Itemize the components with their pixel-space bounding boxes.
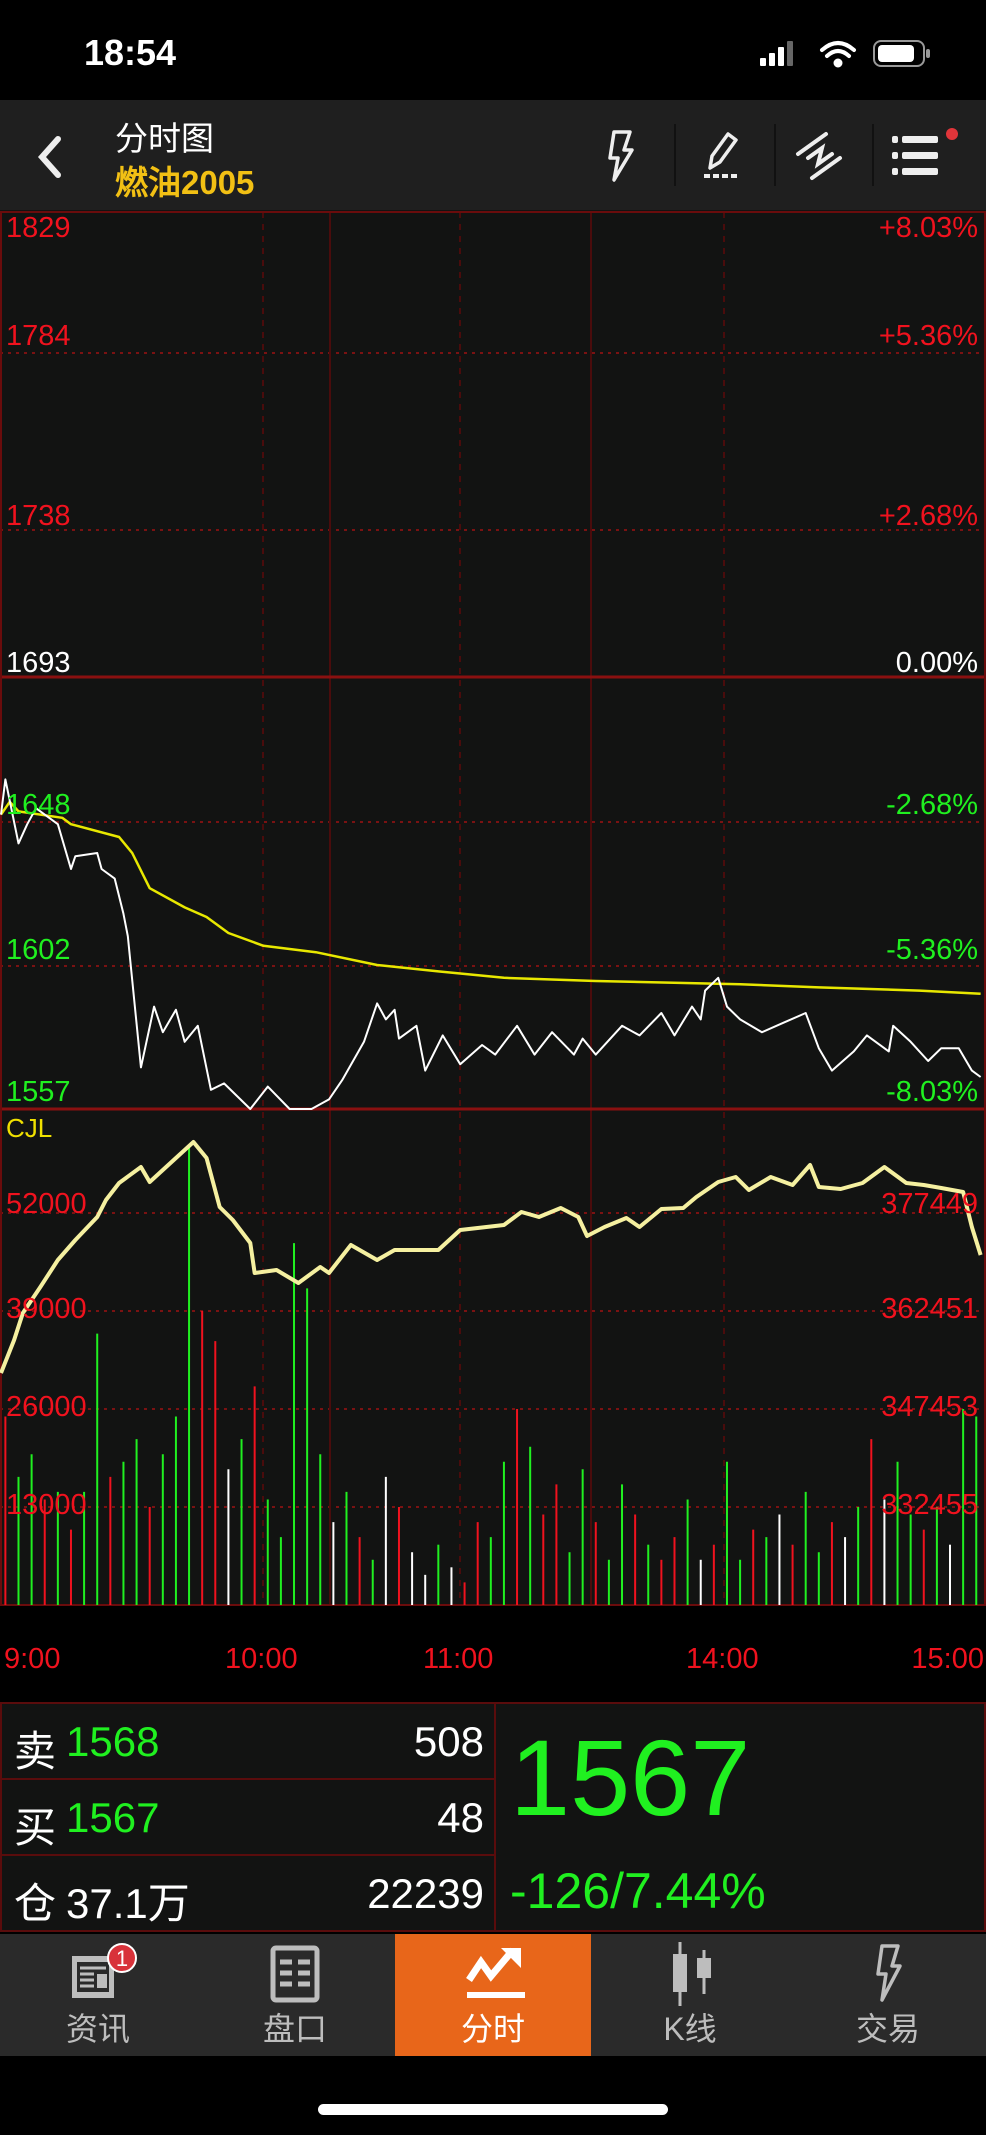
ask-row[interactable]: 卖 1568 508 [2, 1704, 494, 1780]
open-interest-row: 仓 37.1万 22239 [2, 1856, 494, 1932]
oi-value: 37.1万 [66, 1880, 190, 1927]
chart-area [0, 210, 986, 1605]
time-tick: 14:00 [686, 1643, 759, 1675]
ask-price: 1568 [66, 1718, 160, 1765]
price-change: -126/7.44% [510, 1863, 766, 1919]
time-tick: 11:00 [423, 1643, 494, 1675]
tab-orderbook[interactable]: 盘口 [197, 1934, 393, 2056]
bid-qty: 48 [437, 1794, 484, 1841]
price-line [0, 778, 982, 1110]
page-title: 分时图 [115, 120, 214, 157]
tab-label: 盘口 [262, 2011, 327, 2047]
bid-label: 买 [14, 1804, 57, 1851]
tab-news[interactable]: 1 资讯 [0, 1934, 196, 2056]
contract-name: 燃油2005 [115, 164, 255, 201]
divider [674, 124, 676, 186]
status-time: 18:54 [84, 32, 177, 73]
home-indicator[interactable] [318, 2104, 668, 2115]
price-tick: 1829 [6, 212, 71, 244]
pct-tick: 0.00% [895, 647, 978, 679]
price-tick: 1784 [6, 320, 71, 352]
quote-panel: 卖 1568 508 买 1567 48 仓 37.1万 22239 1567 … [0, 1702, 986, 1932]
last-price: 1567 [510, 1717, 751, 1838]
volume-tick: 52000 [6, 1188, 87, 1220]
candlestick-icon [673, 1942, 711, 2006]
tab-label: 分时 [460, 2011, 525, 2047]
oi-change: 22239 [367, 1870, 484, 1917]
volume-label: CJL [6, 1113, 53, 1143]
battery-icon [873, 40, 930, 67]
chart-border [0, 211, 986, 1606]
oi-label: 仓 [14, 1880, 57, 1927]
tab-label: K线 [663, 2011, 717, 2047]
bottom-tab-bar: 1 资讯 盘口 分时 K线 交易 [0, 1934, 986, 2056]
average-price-line [0, 800, 981, 996]
pct-tick: -2.68% [886, 789, 978, 821]
divider [494, 1704, 496, 1930]
volume-tick: 39000 [6, 1293, 87, 1325]
bid-row[interactable]: 买 1567 48 [2, 1780, 494, 1856]
signal-icon [760, 41, 793, 66]
back-chevron-icon[interactable] [30, 135, 70, 179]
divider [774, 124, 776, 186]
header: 分时图 燃油2005 [0, 100, 986, 210]
newspaper-icon: 1 [72, 1943, 137, 1998]
oi-tick: 347453 [881, 1391, 978, 1423]
ask-qty: 508 [413, 1718, 484, 1765]
status-icons [760, 40, 930, 68]
volume-tick: 26000 [6, 1391, 87, 1423]
intraday-chart[interactable] [0, 0, 986, 1700]
tab-label: 交易 [855, 2011, 920, 2047]
pct-tick: +2.68% [878, 500, 978, 532]
oi-tick: 332455 [881, 1489, 978, 1521]
time-tick: 9:00 [4, 1643, 61, 1675]
pct-tick: -5.36% [886, 934, 978, 966]
pencil-draw-icon[interactable] [690, 128, 750, 184]
pct-tick: -8.03% [886, 1076, 978, 1108]
wifi-icon [820, 41, 856, 68]
menu-list-icon[interactable] [888, 128, 960, 184]
price-tick: 1602 [6, 934, 71, 966]
time-tick: 10:00 [225, 1643, 298, 1675]
divider [872, 124, 874, 186]
pct-tick: +8.03% [878, 212, 978, 244]
tab-trade[interactable]: 交易 [790, 1934, 986, 2056]
lightning-icon[interactable] [590, 128, 650, 184]
tab-kline[interactable]: K线 [592, 1934, 788, 2056]
tab-label: 资讯 [65, 2011, 130, 2047]
lightning-icon [876, 1944, 902, 2002]
price-tick: 1557 [6, 1076, 71, 1108]
trend-lines-icon[interactable] [790, 128, 850, 184]
volume-tick: 13000 [6, 1489, 87, 1521]
open-interest-line [0, 1139, 983, 1374]
trend-up-icon [466, 1947, 525, 1998]
price-tick: 1693 [6, 647, 71, 679]
price-tick: 1738 [6, 500, 71, 532]
orderbook-icon [270, 1945, 320, 2003]
notification-dot [946, 128, 958, 140]
tab-intraday[interactable]: 分时 [395, 1934, 591, 2056]
price-tick: 1648 [6, 789, 71, 821]
time-tick: 15:00 [911, 1643, 984, 1675]
ask-label: 卖 [14, 1728, 57, 1775]
news-badge: 1 [116, 1946, 128, 1971]
pct-tick: +5.36% [878, 320, 978, 352]
oi-tick: 362451 [881, 1293, 978, 1325]
oi-tick: 377449 [881, 1188, 978, 1220]
bid-price: 1567 [66, 1794, 160, 1841]
